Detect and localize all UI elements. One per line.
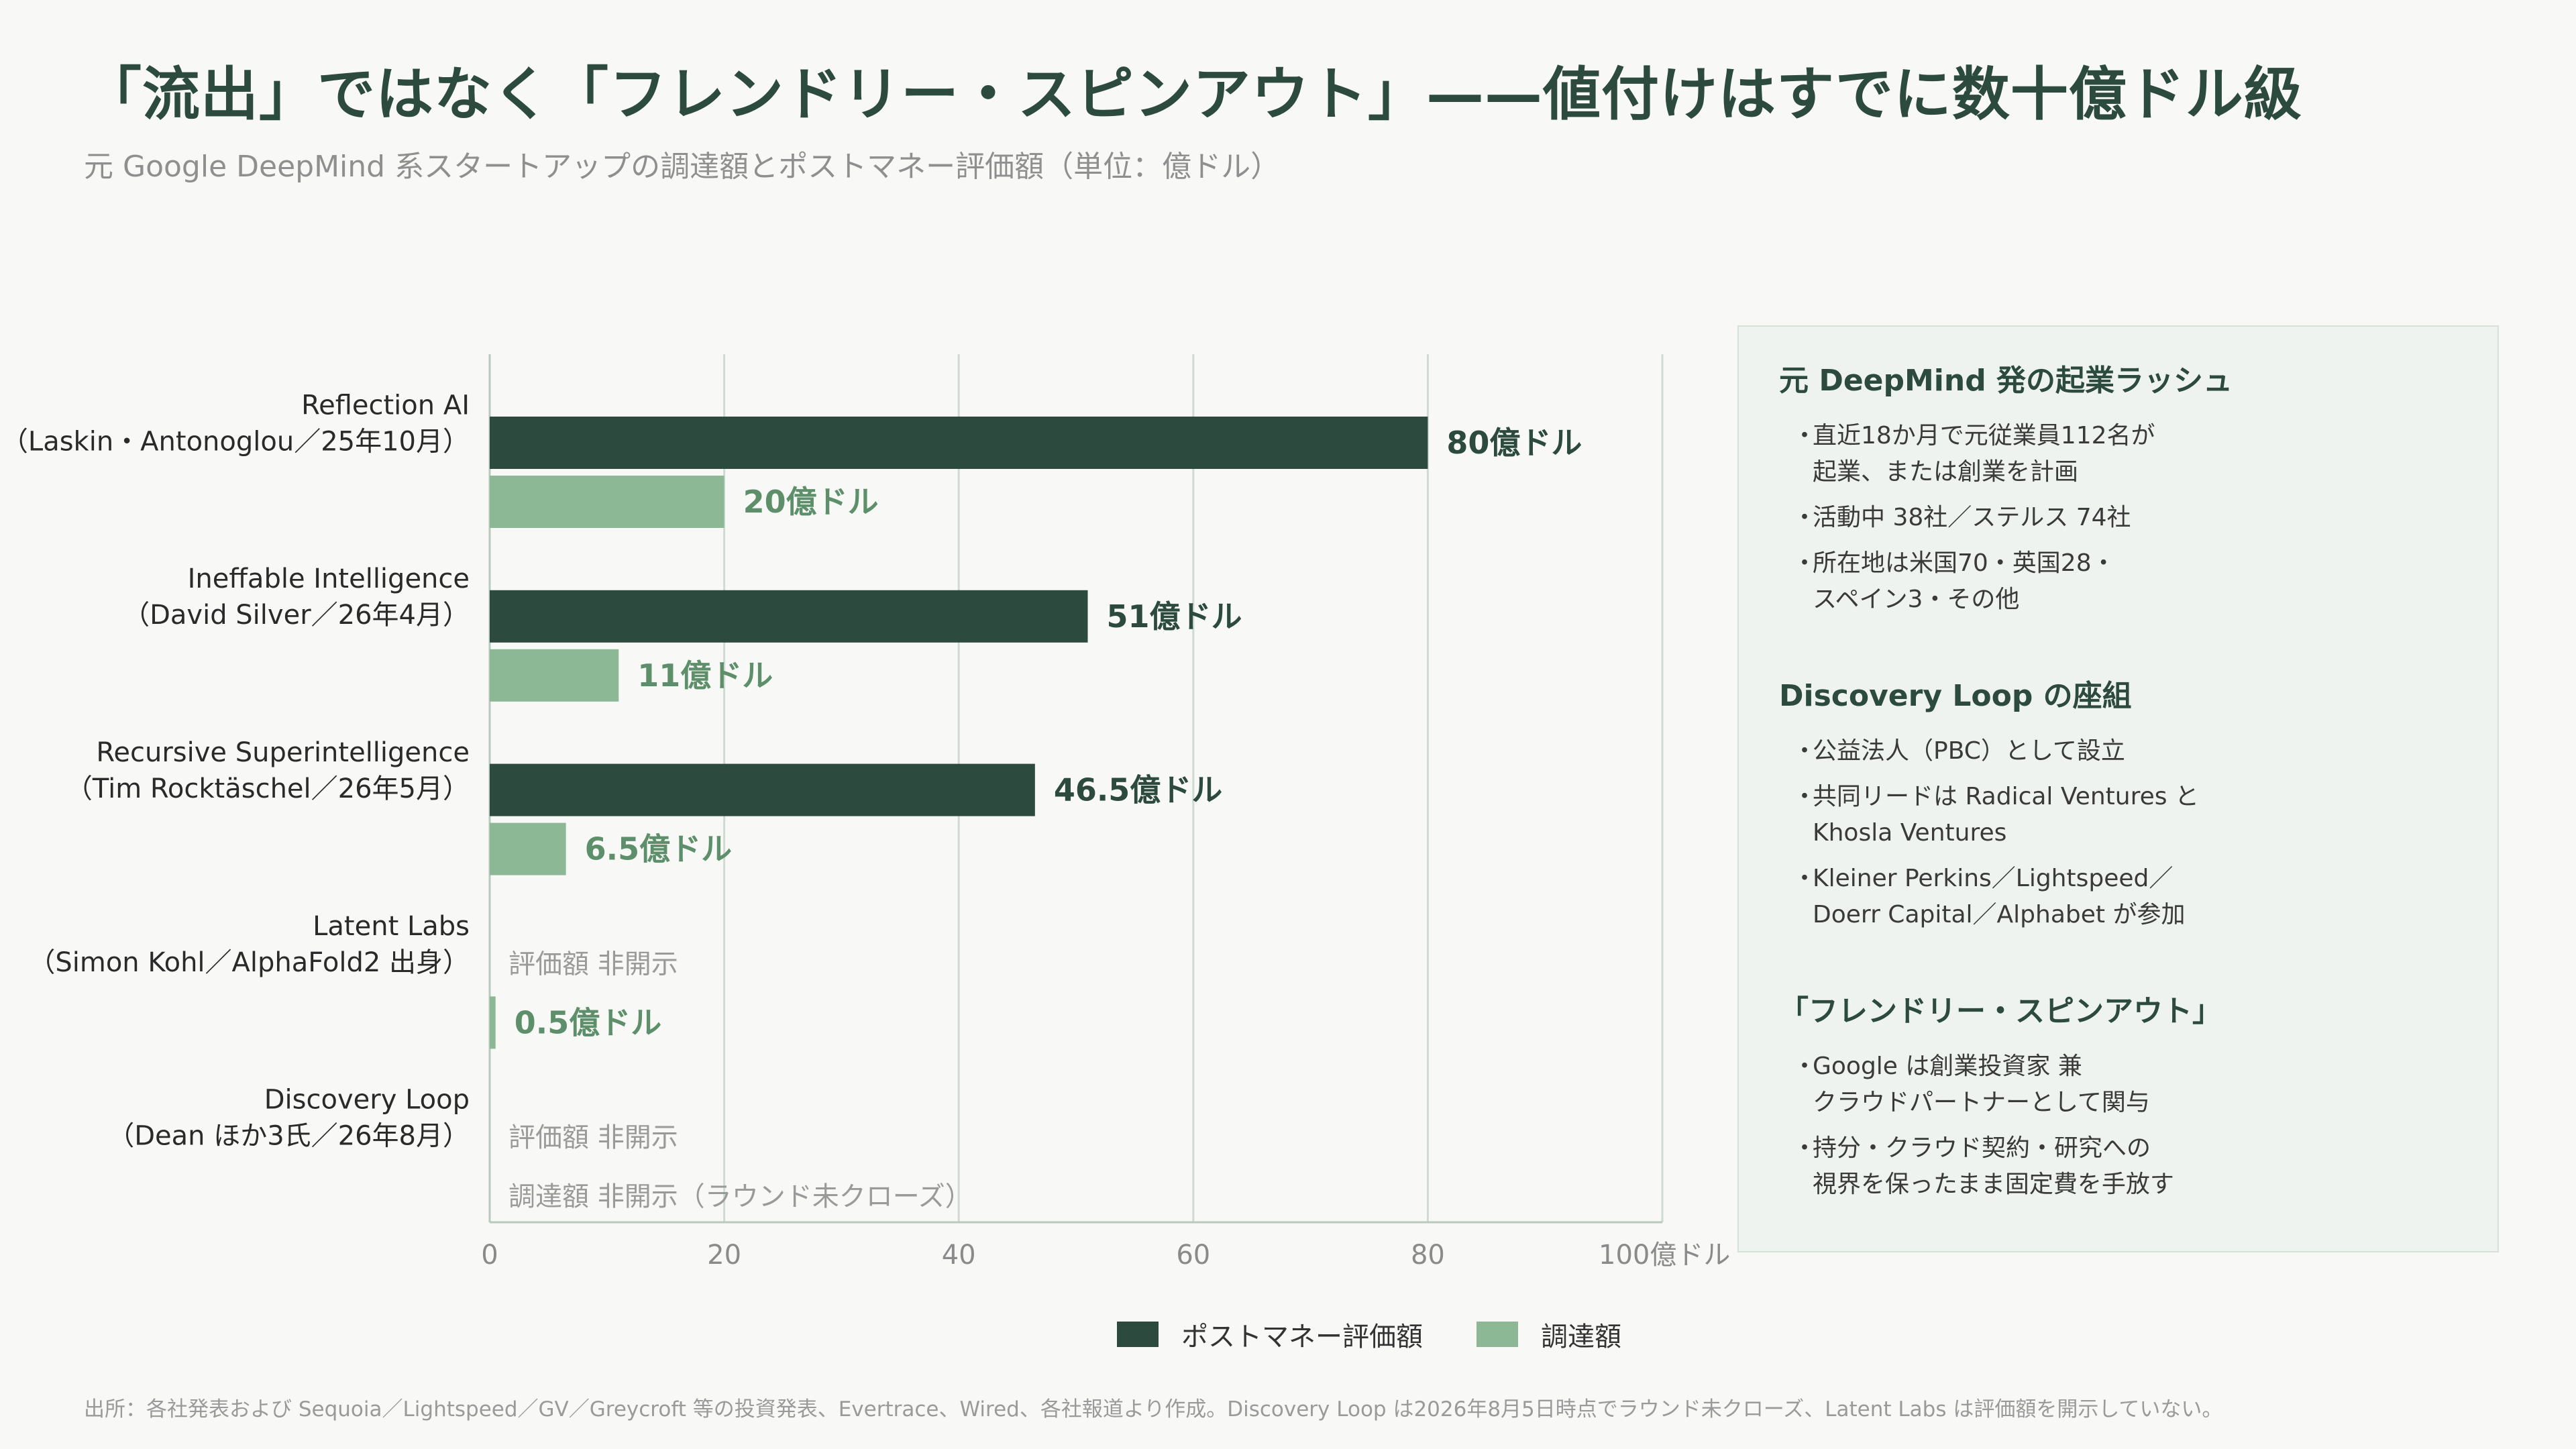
bullet-marker: ・ bbox=[1792, 1053, 1817, 1080]
bullet-text: 公益法人（PBC）として設立 bbox=[1813, 737, 2125, 765]
bullet-text: 活動中 38社／ステルス 74社 bbox=[1813, 504, 2131, 531]
category-sublabel: （Dean ほか3氏／26年8月） bbox=[107, 1121, 470, 1152]
x-tick-label: 60 bbox=[1176, 1240, 1210, 1271]
category-label: Recursive Superintelligence bbox=[96, 737, 470, 768]
info-bullet-item: ・所在地は米国70・英国28・ スペイン3・その他 bbox=[1779, 545, 2498, 618]
bar bbox=[490, 649, 619, 702]
chart-legend: ポストマネー評価額 調達額 bbox=[1117, 1315, 1675, 1354]
bullet-text: Kleiner Perkins／Lightspeed／ Doerr Capita… bbox=[1813, 865, 2186, 928]
legend-swatch-valuation bbox=[1117, 1322, 1159, 1347]
legend-item-valuation: ポストマネー評価額 bbox=[1117, 1315, 1423, 1354]
bar bbox=[490, 996, 496, 1049]
page-subtitle: 元 Google DeepMind 系スタートアップの調達額とポストマネー評価額… bbox=[84, 150, 1281, 184]
info-bullet-item: ・直近18か月で元従業員112名が 起業、または創業を計画 bbox=[1779, 418, 2498, 490]
info-section: Discovery Loop の座組・公益法人（PBC）として設立・共同リードは… bbox=[1779, 672, 2498, 933]
info-section: 「フレンドリー・スピンアウト」・ Google は創業投資家 兼 クラウドパートナ… bbox=[1779, 987, 2498, 1203]
category-label: Discovery Loop bbox=[264, 1085, 470, 1116]
info-panel: 元 DeepMind 発の起業ラッシュ・直近18か月で元従業員112名が 起業、… bbox=[1737, 325, 2499, 1252]
info-section-heading: 元 DeepMind 発の起業ラッシュ bbox=[1779, 364, 2233, 398]
category-sublabel: （David Silver／26年4月） bbox=[123, 600, 470, 631]
legend-label-valuation: ポストマネー評価額 bbox=[1181, 1322, 1423, 1352]
data-label-undisclosed: 評価額 非開示 bbox=[508, 1122, 678, 1153]
legend-label-raised: 調達額 bbox=[1541, 1322, 1621, 1352]
bullet-marker: ・ bbox=[1792, 422, 1817, 449]
data-label-undisclosed: 評価額 非開示 bbox=[508, 949, 678, 979]
data-label: 51億ドル bbox=[1106, 598, 1242, 635]
bullet-marker: ・ bbox=[1792, 737, 1817, 765]
data-label: 80億ドル bbox=[1446, 425, 1582, 461]
page-title: 「流出」ではなく「フレンドリー・スピンアウト」——値付けはすでに数十億ドル級 bbox=[84, 61, 2302, 128]
bullet-text: 持分・クラウド契約・研究への 視界を保ったまま固定費を手放す bbox=[1813, 1134, 2174, 1198]
x-tick-label: 80 bbox=[1411, 1240, 1445, 1271]
category-label: Ineffable Intelligence bbox=[188, 564, 470, 594]
bullet-marker: ・ bbox=[1792, 783, 1817, 810]
legend-swatch-raised bbox=[1477, 1322, 1518, 1347]
bullet-text: 直近18か月で元従業員112名が 起業、または創業を計画 bbox=[1813, 422, 2155, 486]
data-label: 20億ドル bbox=[743, 484, 879, 520]
source-note: 出所：各社発表および Sequoia／Lightspeed／GV／Greycro… bbox=[84, 1397, 2223, 1421]
bullet-marker: ・ bbox=[1792, 865, 1817, 892]
bullet-marker: ・ bbox=[1792, 1134, 1817, 1162]
bar bbox=[490, 417, 1428, 469]
bullet-marker: ・ bbox=[1792, 549, 1817, 577]
bar bbox=[490, 763, 1035, 816]
info-section: 元 DeepMind 発の起業ラッシュ・直近18か月で元従業員112名が 起業、… bbox=[1779, 356, 2498, 618]
x-tick-label: 100億ドル bbox=[1599, 1240, 1730, 1271]
data-label: 46.5億ドル bbox=[1054, 772, 1223, 808]
info-bullet-item: ・ Google は創業投資家 兼 クラウドパートナーとして関与 bbox=[1779, 1049, 2498, 1121]
info-bullet-item: ・公益法人（PBC）として設立 bbox=[1779, 733, 2498, 769]
data-label: 11億ドル bbox=[637, 657, 773, 694]
bullet-marker: ・ bbox=[1792, 504, 1817, 531]
info-section-heading: 「フレンドリー・スピンアウト」 bbox=[1779, 994, 2222, 1028]
bullet-text: 共同リードは Radical Ventures と Khosla Venture… bbox=[1813, 783, 2199, 847]
x-tick-label: 0 bbox=[481, 1240, 498, 1271]
data-label: 0.5億ドル bbox=[515, 1004, 662, 1040]
x-tick-label: 20 bbox=[707, 1240, 741, 1271]
bar bbox=[490, 476, 724, 528]
data-label: 6.5億ドル bbox=[585, 831, 733, 867]
info-bullet-item: ・共同リードは Radical Ventures と Khosla Ventur… bbox=[1779, 779, 2498, 851]
x-tick-label: 40 bbox=[942, 1240, 976, 1271]
bar bbox=[490, 590, 1088, 643]
category-sublabel: （Tim Rocktäschel／26年5月） bbox=[66, 773, 470, 804]
category-sublabel: （Simon Kohl／AlphaFold2 出身） bbox=[28, 947, 470, 978]
bullet-text: Google は創業投資家 兼 クラウドパートナーとして関与 bbox=[1813, 1053, 2150, 1116]
info-bullet-item: ・活動中 38社／ステルス 74社 bbox=[1779, 500, 2498, 536]
info-bullet-item: ・持分・クラウド契約・研究への 視界を保ったまま固定費を手放す bbox=[1779, 1130, 2498, 1203]
category-label: Latent Labs bbox=[313, 911, 470, 942]
bullet-text: 所在地は米国70・英国28・ スペイン3・その他 bbox=[1813, 549, 2116, 613]
category-sublabel: （Laskin・Antonoglou／25年10月） bbox=[1, 426, 470, 457]
info-bullet-item: ・ Kleiner Perkins／Lightspeed／ Doerr Capit… bbox=[1779, 861, 2498, 933]
bar bbox=[490, 822, 566, 875]
category-label: Reflection AI bbox=[301, 390, 470, 421]
data-label-undisclosed: 調達額 非開示（ラウンド未クローズ） bbox=[508, 1181, 972, 1212]
legend-item-raised: 調達額 bbox=[1477, 1315, 1621, 1354]
bar-chart: 0 20 40 60 80 100億ドル Reflection AI （Laskin・Anto… bbox=[1, 354, 1730, 1271]
info-section-heading: Discovery Loop の座組 bbox=[1779, 679, 2132, 713]
